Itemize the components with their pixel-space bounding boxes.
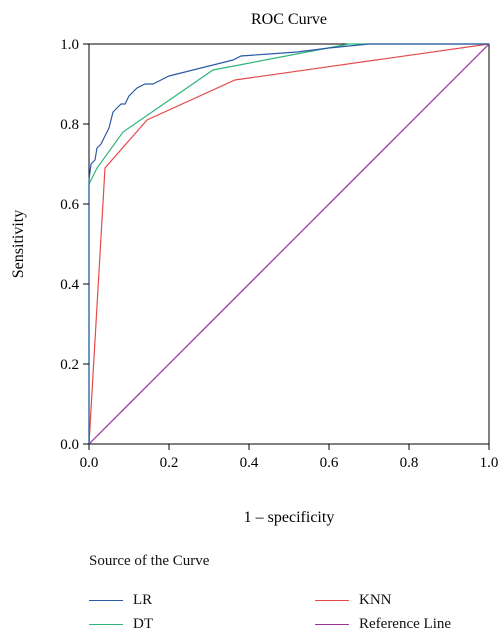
y-axis-label: Sensitivity (10, 210, 27, 278)
x-tick-label: 0.2 (160, 455, 179, 471)
x-tick-label: 0.0 (80, 455, 99, 471)
legend-swatch-lr (89, 600, 123, 601)
y-tick-label: 0.4 (60, 277, 79, 293)
series-layer (88, 43, 490, 445)
x-tick-label: 0.8 (400, 455, 419, 471)
legend-swatch-dt (89, 624, 123, 625)
x-axis-label: 1 – specificity (244, 509, 335, 526)
legend-title: Source of the Curve (89, 553, 210, 569)
legend-item-reference: Reference Line (315, 616, 451, 633)
y-tick-label: 0.6 (60, 197, 79, 213)
legend-label-dt: DT (133, 616, 153, 632)
legend-swatch-reference (315, 624, 349, 625)
legend-item-lr: LR (89, 592, 152, 609)
legend-item-knn: KNN (315, 592, 392, 609)
legend-item-dt: DT (89, 616, 153, 633)
series-line-lr (88, 43, 489, 444)
y-tick-label: 0.8 (60, 117, 79, 133)
y-tick-label: 0.2 (60, 357, 79, 373)
legend-label-reference: Reference Line (359, 616, 452, 632)
x-tick-label: 1.0 (480, 455, 499, 471)
tick-layer: 0.0 0.2 0.4 0.6 0.8 1.0 0.0 0.2 0.4 0.6 0.8 1.0 (60, 37, 498, 471)
legend-label-lr: LR (133, 592, 153, 608)
series-line-knn (88, 43, 490, 445)
x-tick-label: 0.6 (320, 455, 339, 471)
series-line-reference-line (88, 43, 490, 445)
legend-label-knn: KNN (359, 592, 392, 608)
chart-title: ROC Curve (251, 11, 327, 28)
x-tick-label: 0.4 (240, 455, 259, 471)
legend-swatch-knn (315, 600, 349, 601)
y-tick-label: 1.0 (60, 37, 79, 53)
y-tick-label: 0.0 (60, 437, 79, 453)
